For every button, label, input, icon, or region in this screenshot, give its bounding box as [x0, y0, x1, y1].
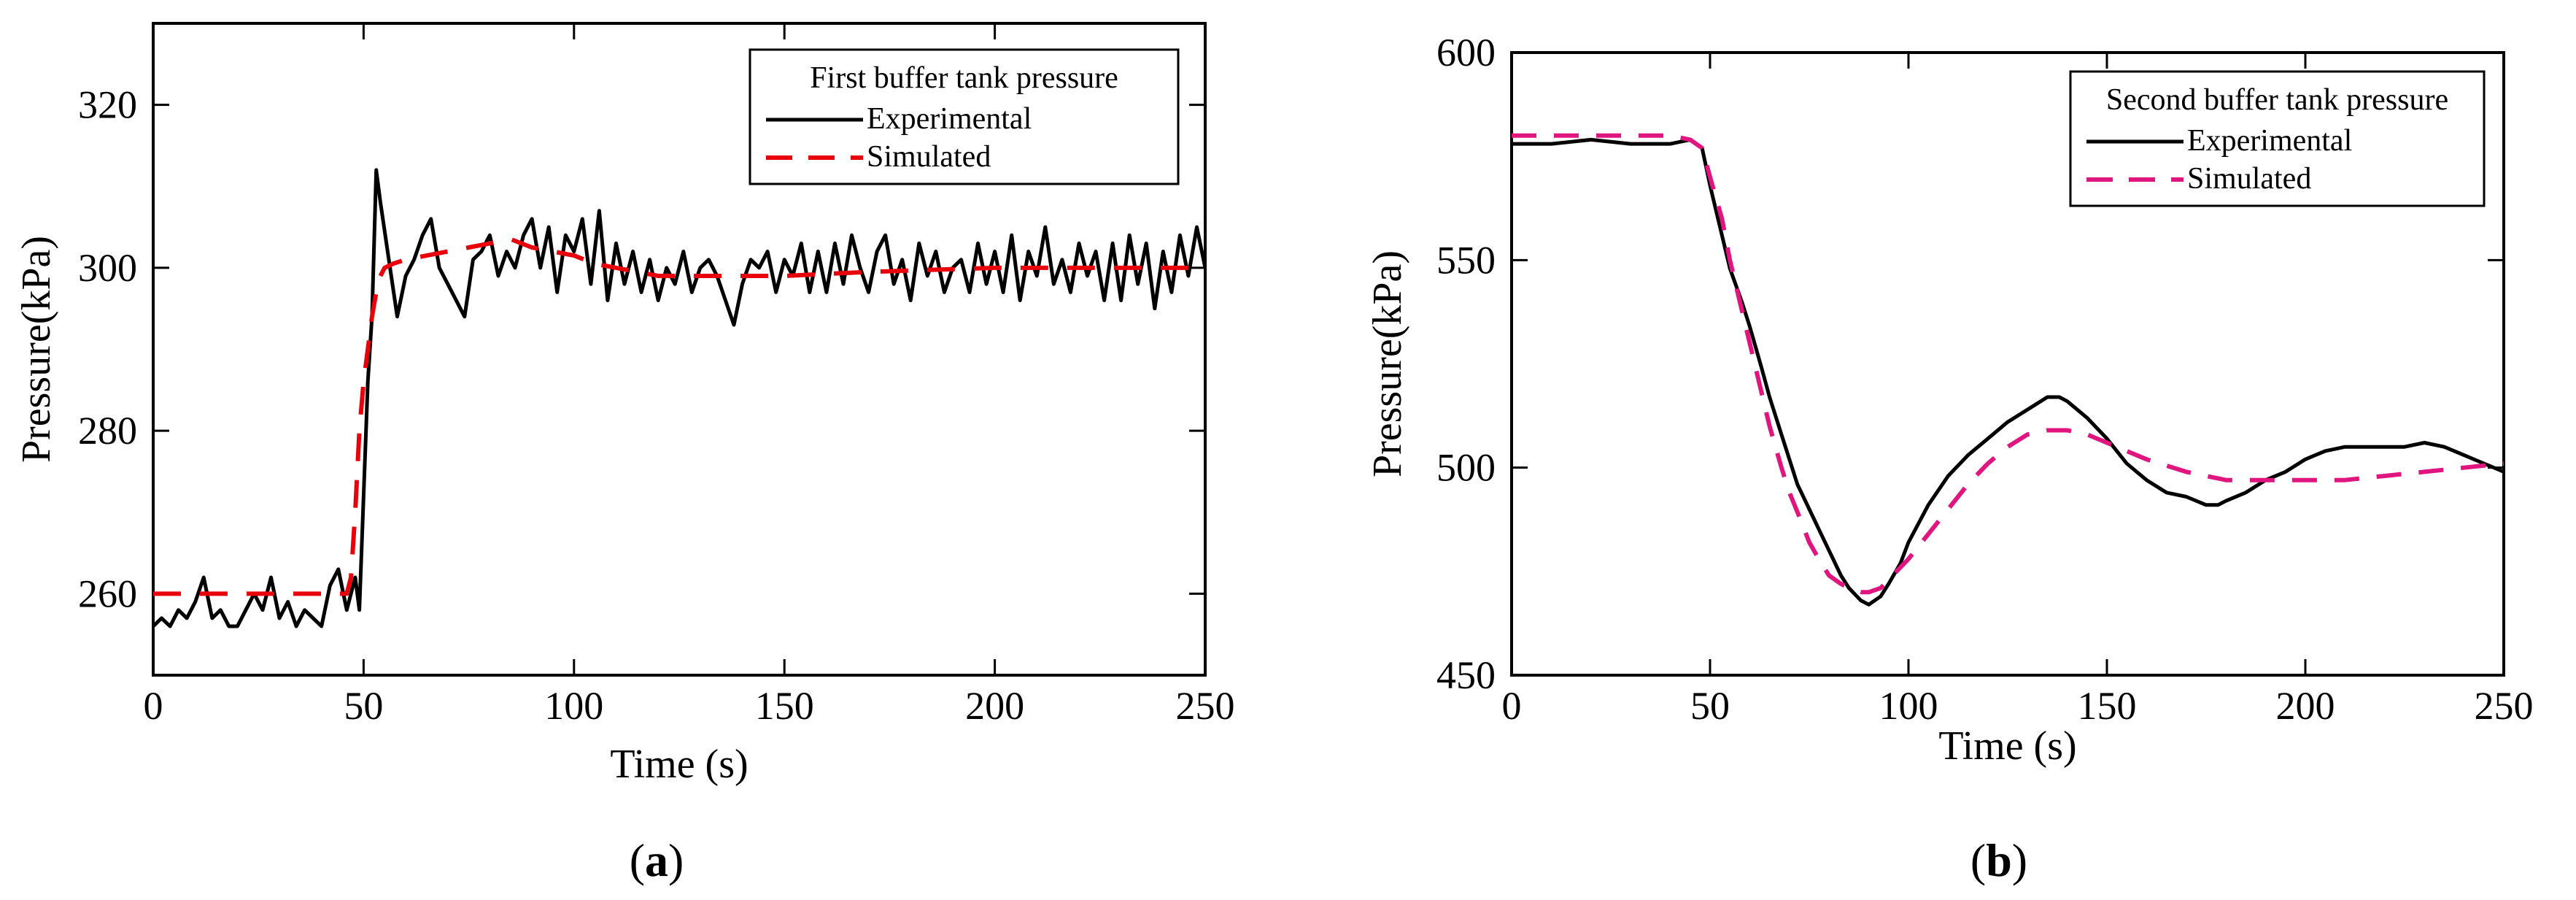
legend-label-experimental: Experimental — [867, 102, 1032, 136]
y-tick-label: 450 — [1436, 653, 1496, 697]
panel-label-close: ) — [2012, 834, 2027, 886]
y-tick-label: 500 — [1436, 446, 1496, 490]
panel-label-open: ( — [1970, 834, 1986, 886]
panel-label: (b) — [1970, 834, 2027, 886]
legend-label-simulated: Simulated — [867, 140, 991, 174]
y-tick-label: 600 — [1436, 31, 1496, 74]
panel-label: (a) — [630, 834, 684, 886]
panel-label-letter: a — [645, 834, 668, 886]
y-tick-label: 550 — [1436, 238, 1496, 282]
legend-title: Second buffer tank pressure — [2106, 83, 2448, 117]
x-tick-label: 250 — [2475, 684, 2534, 728]
legend: Second buffer tank pressure Experimental S… — [2069, 70, 2486, 207]
legend: First buffer tank pressure Experimental Si… — [749, 48, 1180, 185]
x-tick-label: 200 — [2276, 684, 2335, 728]
panel-label-close: ) — [668, 834, 684, 886]
x-tick-label: 200 — [965, 684, 1024, 728]
chart-panel-a: 0 50 100 150 200 250 260 280 300 320 Time (s) Press… — [14, 22, 1235, 886]
chart-panel-b: 0 50 100 150 200 250 450 500 550 600 Time (s) Press… — [1365, 31, 2534, 886]
legend-label-experimental: Experimental — [2187, 124, 2352, 158]
series-line-experimental — [1512, 137, 2504, 607]
x-axis-title: Time (s) — [1938, 723, 2076, 769]
panel-label-open: ( — [630, 834, 645, 886]
x-tick-label: 150 — [755, 684, 814, 728]
y-tick-label: 260 — [78, 572, 137, 615]
x-tick-label: 150 — [2078, 684, 2137, 728]
legend-title: First buffer tank pressure — [810, 61, 1118, 95]
panel-label-letter: b — [1986, 834, 2012, 886]
legend-box — [749, 48, 1180, 185]
y-tick-label: 300 — [78, 246, 137, 290]
plot-frame — [152, 22, 1207, 677]
y-axis-title: Pressure(kPa) — [1365, 250, 1410, 477]
series-line-simulated — [153, 236, 1205, 596]
x-tick-label: 250 — [1176, 684, 1235, 728]
x-tick-label: 0 — [1502, 684, 1522, 728]
x-tick-label: 50 — [344, 684, 383, 728]
legend-box — [2069, 70, 2486, 207]
x-tick-label: 50 — [1690, 684, 1730, 728]
legend-label-simulated: Simulated — [2187, 162, 2311, 196]
x-tick-label: 100 — [1879, 684, 1938, 728]
x-axis-title: Time (s) — [610, 742, 748, 787]
y-tick-label: 280 — [78, 409, 137, 453]
y-tick-label: 320 — [78, 83, 137, 127]
series-line-simulated — [1512, 133, 2504, 595]
y-axis-title: Pressure(kPa) — [14, 236, 59, 463]
x-tick-label: 0 — [144, 684, 163, 728]
x-tick-label: 100 — [544, 684, 603, 728]
plot-frame — [1510, 51, 2505, 677]
series-line-experimental — [153, 168, 1205, 628]
